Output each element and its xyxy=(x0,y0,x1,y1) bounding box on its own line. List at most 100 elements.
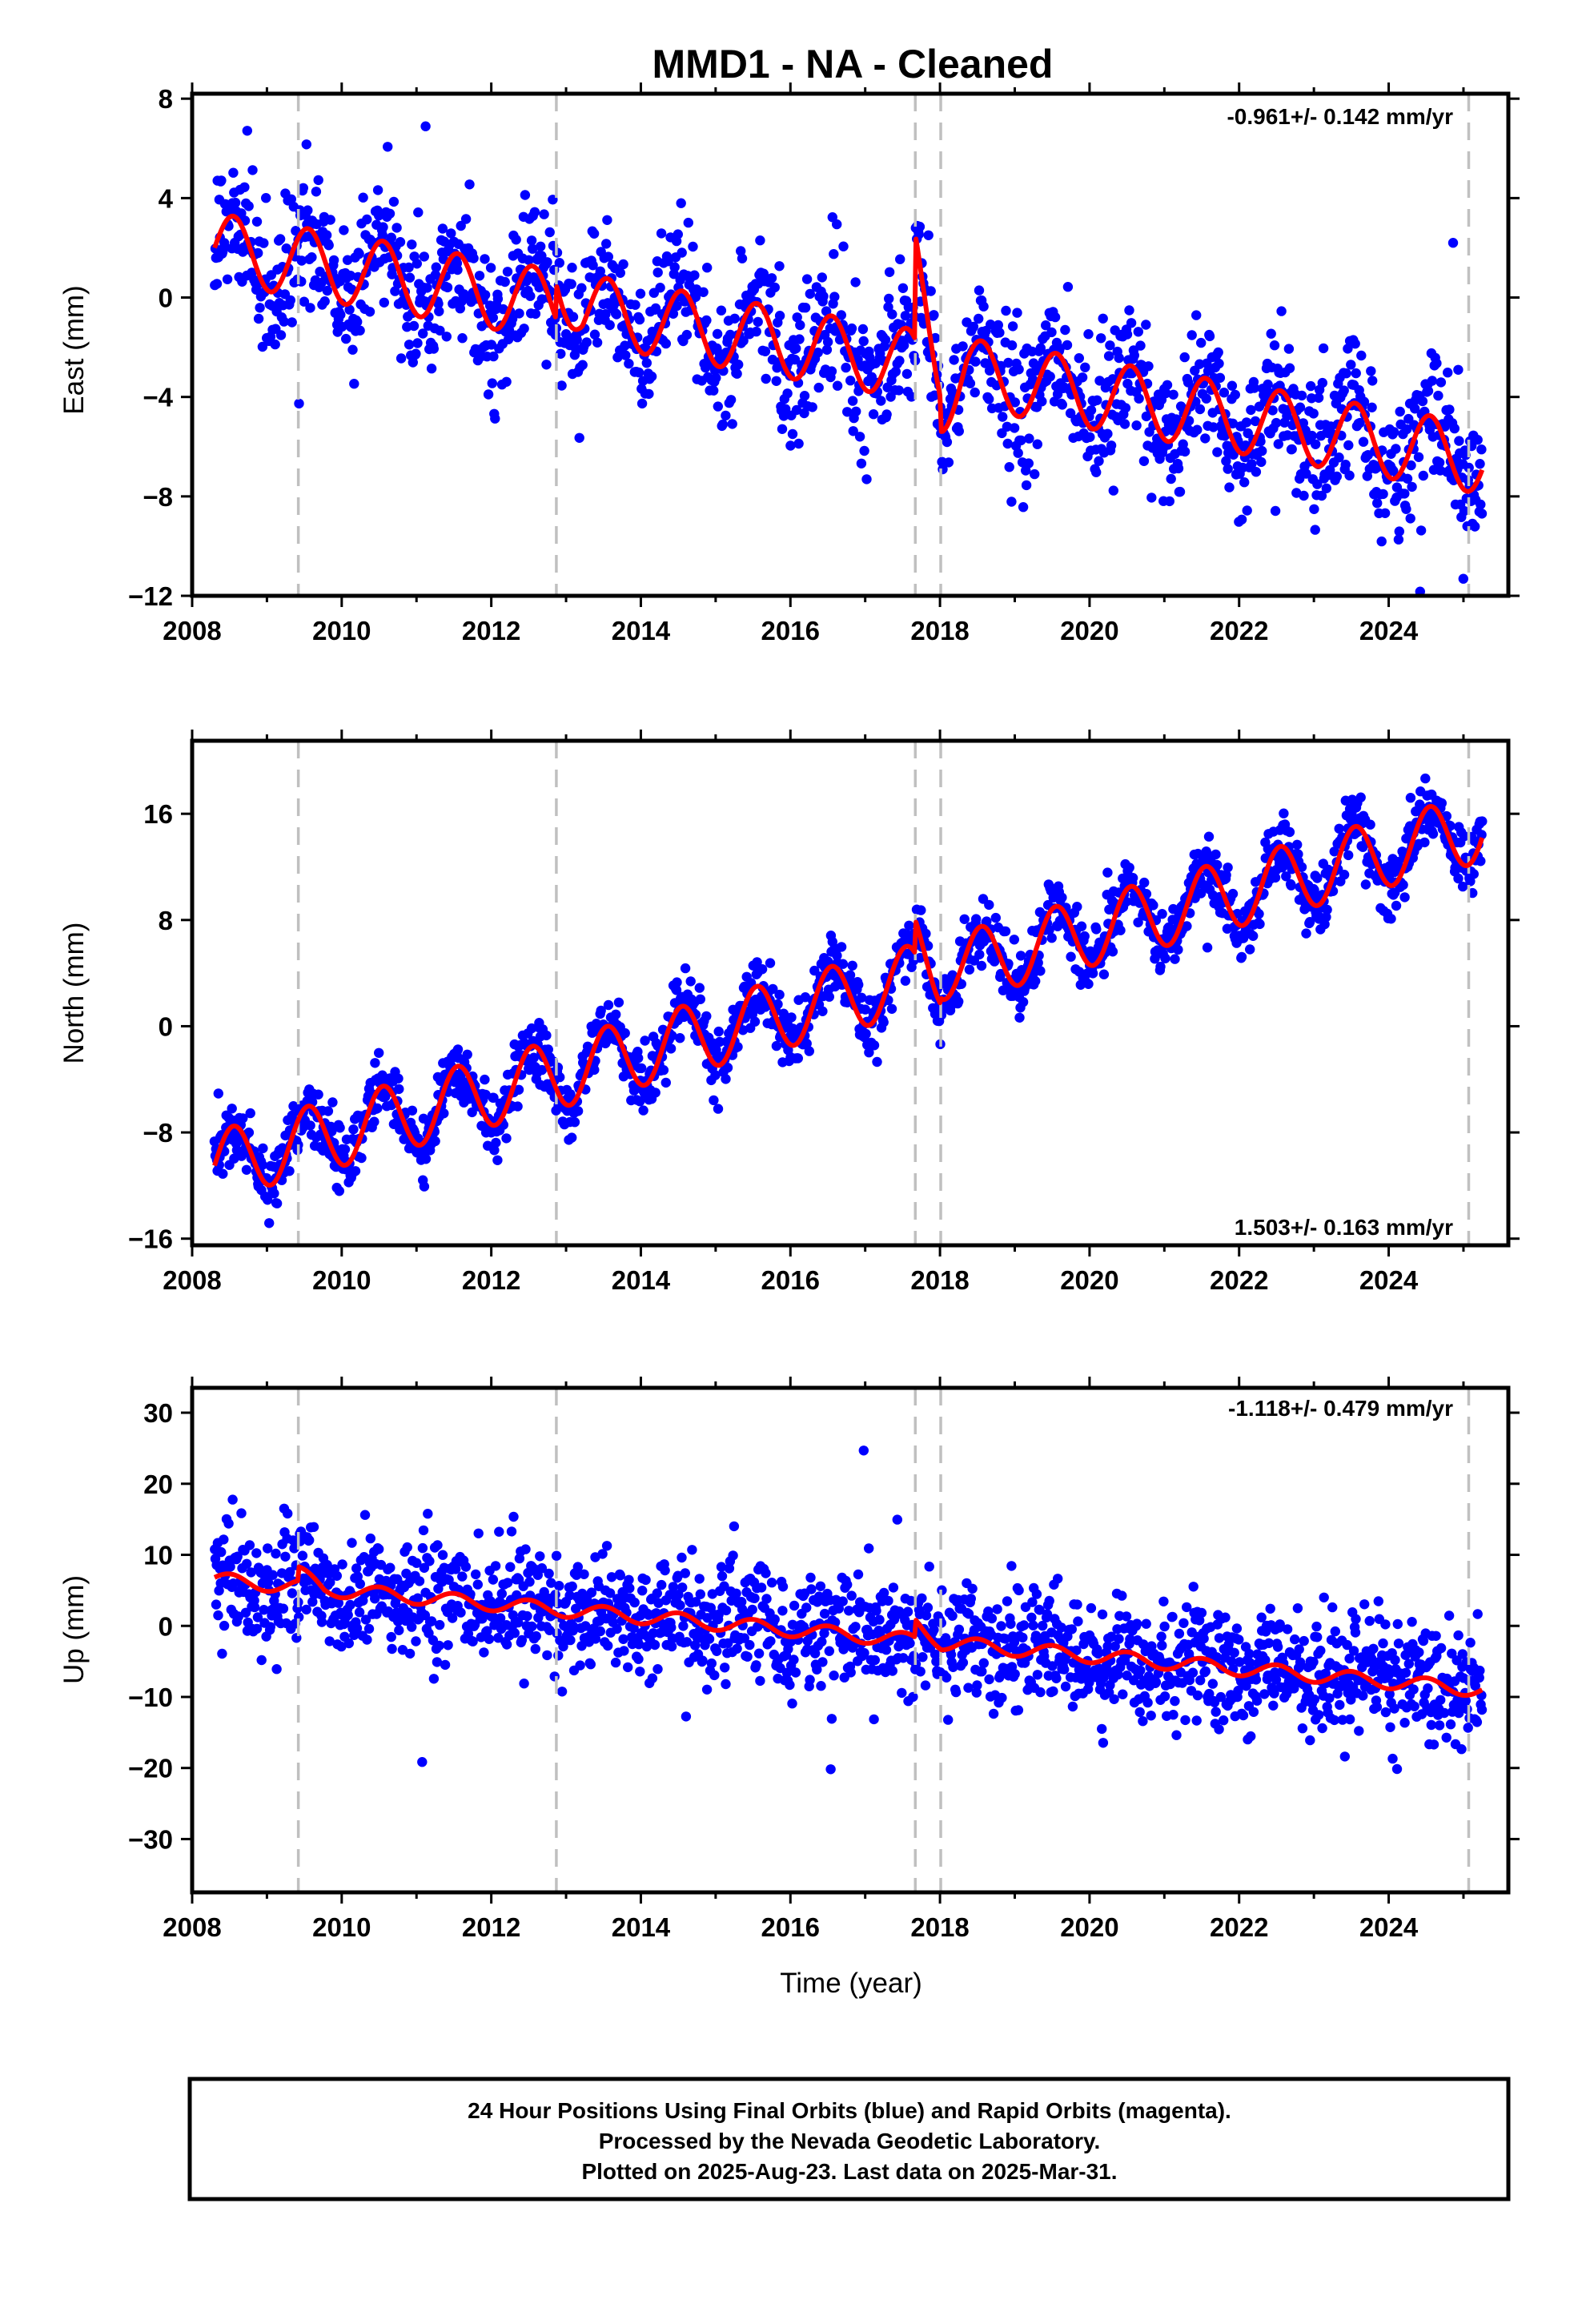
data-point xyxy=(872,1056,882,1068)
data-point xyxy=(286,194,296,204)
data-point xyxy=(801,274,813,284)
data-point xyxy=(900,311,911,321)
data-point xyxy=(923,230,934,240)
data-point xyxy=(958,1657,969,1668)
data-point xyxy=(954,996,964,1007)
data-point xyxy=(1014,364,1024,375)
data-point xyxy=(916,905,926,915)
data-point xyxy=(362,1634,372,1645)
data-point xyxy=(319,296,330,307)
data-point xyxy=(488,1092,499,1104)
data-point xyxy=(1227,888,1239,899)
data-point xyxy=(1286,880,1296,891)
data-point xyxy=(968,321,979,332)
data-point xyxy=(278,1603,289,1614)
data-point xyxy=(1067,1701,1078,1712)
data-point xyxy=(669,262,680,272)
data-point xyxy=(898,340,909,351)
data-point xyxy=(437,1550,448,1560)
data-point xyxy=(922,1602,934,1613)
data-point xyxy=(832,380,843,391)
plot-frame xyxy=(190,91,1511,598)
data-point xyxy=(554,1581,564,1591)
data-point xyxy=(426,1616,437,1626)
data-point xyxy=(1168,903,1178,915)
data-point xyxy=(695,1589,705,1599)
data-point xyxy=(362,214,372,225)
data-point xyxy=(600,309,611,320)
data-point xyxy=(431,262,441,272)
data-point xyxy=(512,1590,522,1601)
data-point xyxy=(806,1584,817,1594)
east-event-lines xyxy=(296,94,1471,596)
data-point xyxy=(1074,353,1085,364)
data-point xyxy=(1199,1633,1209,1644)
data-point xyxy=(1134,1707,1145,1718)
data-point xyxy=(238,1113,248,1124)
data-point xyxy=(337,1559,347,1570)
data-point xyxy=(677,1552,687,1563)
data-point xyxy=(522,1610,532,1622)
data-point xyxy=(636,1063,647,1074)
data-point xyxy=(777,1582,789,1592)
data-point xyxy=(671,985,682,995)
data-point xyxy=(460,1562,472,1572)
data-point xyxy=(433,299,444,309)
data-point xyxy=(1350,339,1360,349)
data-point xyxy=(233,1611,243,1622)
data-point xyxy=(766,273,777,283)
data-point xyxy=(1365,819,1375,830)
data-point xyxy=(1268,1700,1279,1711)
data-point xyxy=(1141,320,1151,330)
data-point xyxy=(1038,1620,1048,1631)
data-point xyxy=(1372,498,1383,509)
data-point xyxy=(298,1123,308,1133)
data-point xyxy=(1293,849,1303,859)
data-point xyxy=(296,255,307,266)
data-point xyxy=(374,1047,384,1059)
data-point xyxy=(974,313,984,324)
data-point xyxy=(426,364,437,374)
north-model-curve xyxy=(212,804,1485,1188)
data-point xyxy=(1329,846,1339,857)
y-tick-label: −8 xyxy=(143,1118,173,1148)
data-point xyxy=(345,271,356,281)
data-point xyxy=(407,239,417,250)
data-point xyxy=(997,1692,1007,1703)
data-point xyxy=(1013,1705,1024,1715)
data-point xyxy=(514,308,524,319)
data-point xyxy=(646,371,657,382)
data-point xyxy=(524,255,534,265)
data-point xyxy=(1158,1596,1169,1607)
data-point xyxy=(1366,366,1376,376)
data-point xyxy=(857,324,869,335)
data-point xyxy=(305,1120,315,1131)
data-point xyxy=(420,1154,432,1164)
data-point xyxy=(702,263,713,273)
data-point xyxy=(579,1569,589,1580)
data-point xyxy=(1060,1681,1071,1692)
data-point xyxy=(837,959,849,969)
data-point xyxy=(1203,831,1215,842)
data-point xyxy=(819,1608,830,1619)
data-point xyxy=(313,175,323,186)
data-point xyxy=(420,121,431,131)
data-point xyxy=(228,167,239,178)
data-point xyxy=(1062,282,1074,292)
data-point xyxy=(878,1017,889,1027)
data-point xyxy=(285,1566,295,1578)
data-point xyxy=(845,376,856,386)
data-point xyxy=(1103,351,1114,361)
data-point xyxy=(527,243,538,254)
data-point xyxy=(1093,1648,1103,1659)
data-point xyxy=(372,1103,383,1114)
data-point xyxy=(1263,379,1273,390)
data-point xyxy=(878,1587,889,1598)
data-point xyxy=(678,1621,689,1631)
data-point xyxy=(451,1564,461,1574)
data-point xyxy=(1389,427,1399,437)
data-point xyxy=(1048,1686,1058,1697)
x-tick-label: 2008 xyxy=(163,1265,221,1295)
data-point xyxy=(251,1548,262,1558)
data-point xyxy=(977,1667,987,1677)
